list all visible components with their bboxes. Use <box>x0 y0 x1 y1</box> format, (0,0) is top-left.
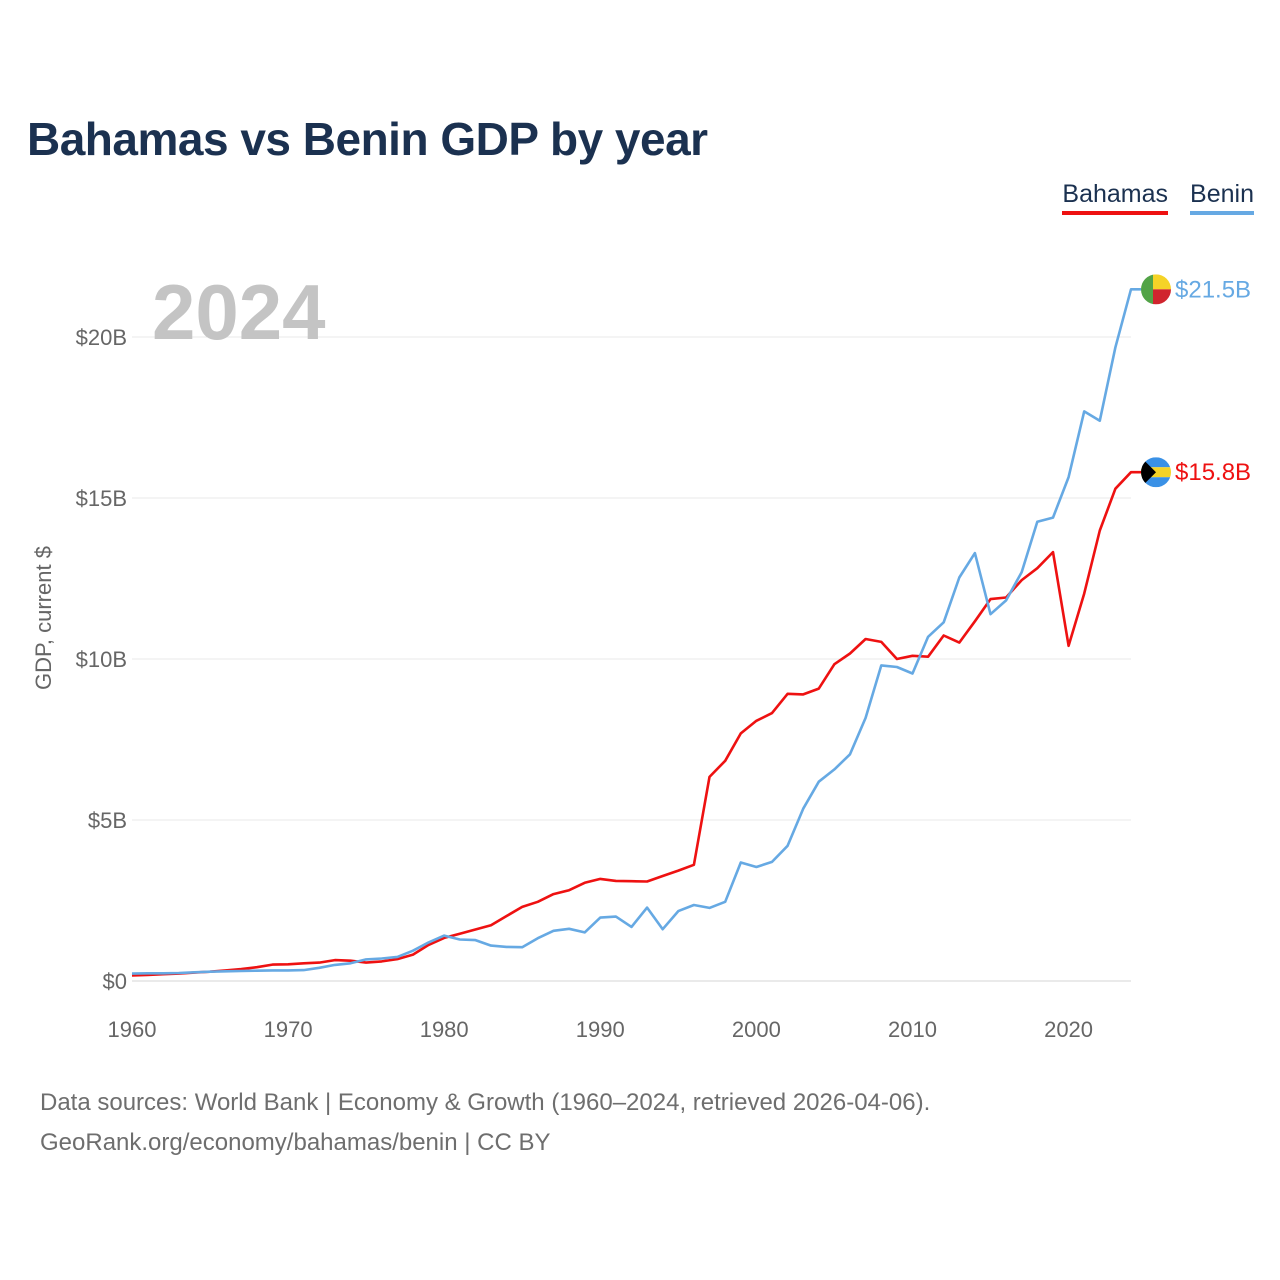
attribution-link[interactable]: GeoRank.org/economy/bahamas/benin | CC B… <box>40 1129 551 1156</box>
series-line-bahamas <box>131 470 1141 977</box>
flag-stripe <box>1141 274 1153 305</box>
footer: Data sources: World Bank | Economy & Gro… <box>40 1083 930 1163</box>
y-tick-label: $10B <box>76 647 127 672</box>
y-tick-label: $5B <box>88 808 127 833</box>
x-tick-label: 2010 <box>888 1017 937 1042</box>
flag-benin-icon <box>1141 274 1171 305</box>
data-source-note: Data sources: World Bank | Economy & Gro… <box>40 1089 931 1116</box>
y-tick-label: $20B <box>76 325 127 350</box>
x-tick-label: 1990 <box>576 1017 625 1042</box>
x-tick-label: 2000 <box>732 1017 781 1042</box>
chart-title: Bahamas vs Benin GDP by year <box>27 113 708 165</box>
flag-stripe <box>1141 477 1171 488</box>
flag-stripe <box>1153 289 1171 305</box>
flag-triangle <box>1141 457 1156 488</box>
y-tick-label: $15B <box>76 486 127 511</box>
flag-bahamas-icon <box>1141 457 1171 488</box>
y-tick-label: $0 <box>103 969 127 994</box>
flag-fill <box>1141 274 1171 305</box>
x-tick-label: 1960 <box>108 1017 157 1042</box>
legend-item-benin[interactable]: Benin <box>1190 180 1254 215</box>
current-year-label: 2024 <box>152 268 326 356</box>
end-value-label-bahamas: $15.8B <box>1175 459 1251 486</box>
x-tick-label: 2020 <box>1044 1017 1093 1042</box>
legend: Bahamas Benin <box>1062 180 1254 215</box>
x-tick-label: 1970 <box>264 1017 313 1042</box>
gdp-line-chart: 2024 GDP, current $ $0 $5B $10B $15B $20B 19… <box>31 268 1251 1042</box>
y-axis-title: GDP, current $ <box>31 546 56 690</box>
series-line-benin <box>131 287 1141 975</box>
flag-stripe <box>1141 457 1171 468</box>
legend-item-bahamas[interactable]: Bahamas <box>1062 180 1169 215</box>
x-tick-label: 1980 <box>420 1017 469 1042</box>
flag-fill <box>1141 457 1171 488</box>
flag-stripe <box>1153 274 1171 290</box>
end-value-label-benin: $21.5B <box>1175 276 1251 303</box>
